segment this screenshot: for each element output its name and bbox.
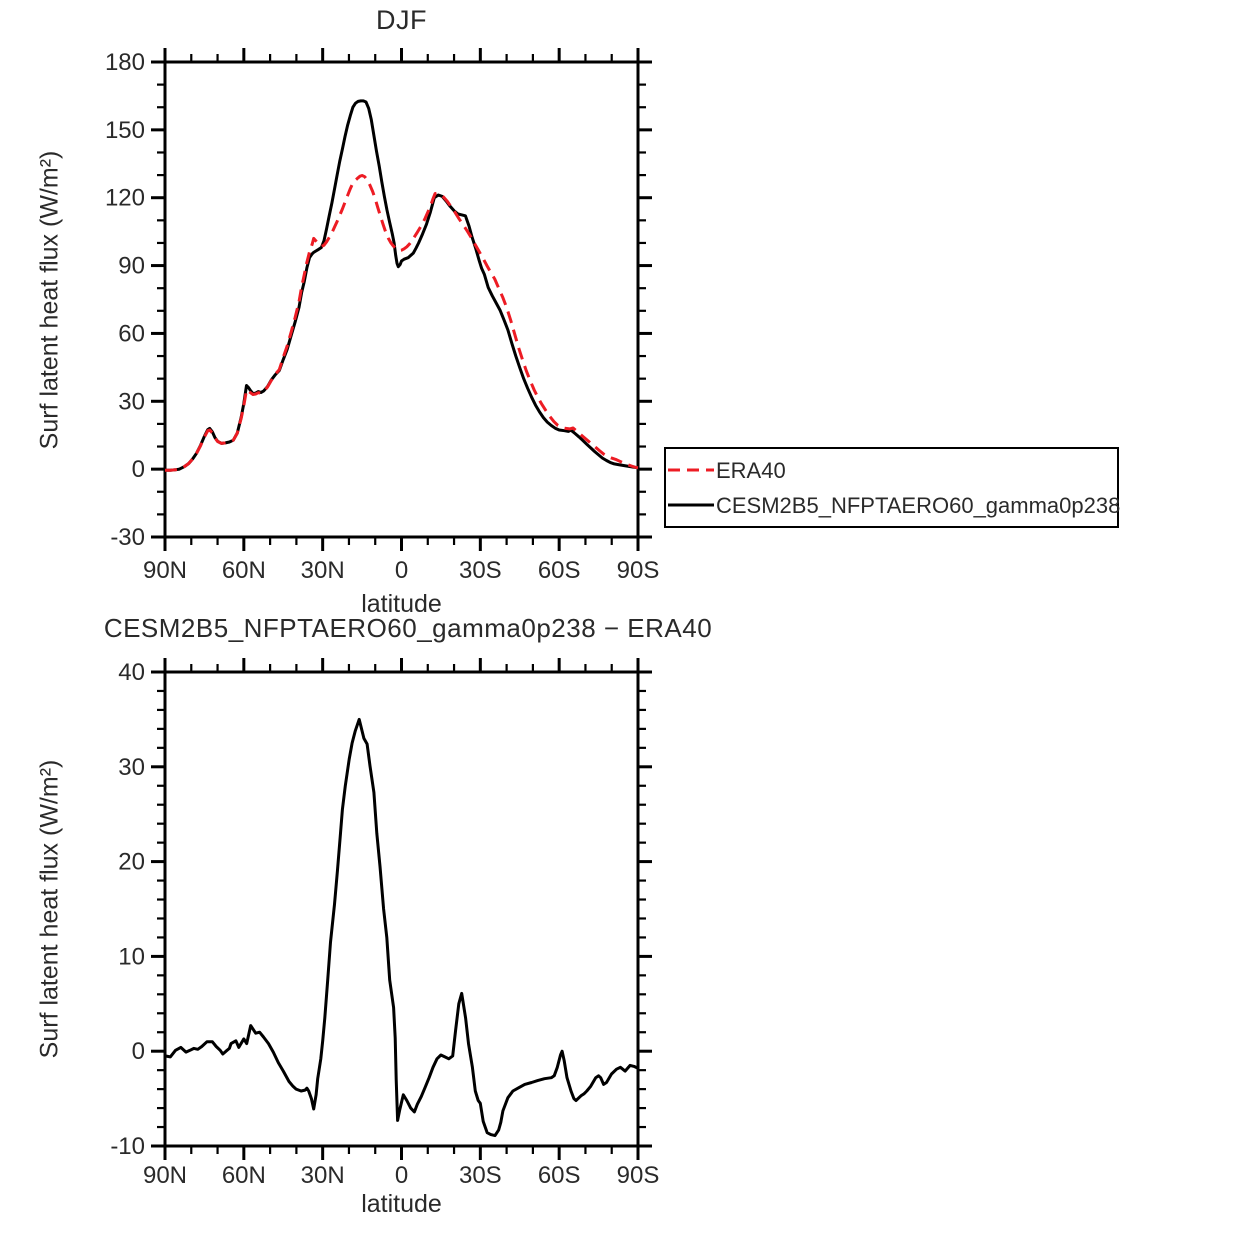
y-tick-label: -30 bbox=[110, 524, 145, 551]
bottom-chart-y-axis-label: Surf latent heat flux (W/m²) bbox=[35, 759, 64, 1059]
era40-line bbox=[165, 174, 639, 472]
legend-box bbox=[664, 447, 1119, 528]
y-tick-label: 0 bbox=[132, 1038, 145, 1065]
top-chart-x-axis-label: latitude bbox=[361, 590, 442, 618]
x-tick-label: 0 bbox=[395, 557, 408, 584]
legend-label-cesm: CESM2B5_NFPTAERO60_gamma0p238 bbox=[716, 493, 1120, 518]
y-tick-label: 150 bbox=[105, 117, 145, 144]
x-tick-label: 60S bbox=[538, 557, 581, 584]
bottom-chart-title: CESM2B5_NFPTAERO60_gamma0p238 − ERA40 bbox=[103, 613, 713, 643]
y-tick-label: 0 bbox=[132, 456, 145, 483]
y-tick-label: 60 bbox=[118, 320, 145, 347]
top-chart: 90N 60N 30N 0 30S 60S 90S -30 0 30 60 90 120 150 180 ER… bbox=[105, 48, 1120, 584]
y-tick-label: 20 bbox=[118, 849, 145, 876]
x-tick-label: 60N bbox=[222, 557, 266, 584]
cesm-line bbox=[165, 99, 639, 472]
y-tick-label: 90 bbox=[118, 253, 145, 280]
legend: ERA40 CESM2B5_NFPTAERO60_gamma0p238 bbox=[664, 447, 1120, 528]
legend-label-era40: ERA40 bbox=[716, 458, 786, 483]
x-tick-label: 0 bbox=[395, 1162, 408, 1189]
x-tick-label: 90N bbox=[143, 1162, 187, 1189]
y-tick-label: 40 bbox=[118, 659, 145, 686]
y-tick-label: -10 bbox=[110, 1133, 145, 1160]
x-tick-label: 30S bbox=[459, 557, 502, 584]
y-tick-label: 10 bbox=[118, 943, 145, 970]
top-chart-y-axis-label: Surf latent heat flux (W/m²) bbox=[35, 150, 64, 450]
plot-frame bbox=[163, 60, 640, 539]
x-tick-label: 90N bbox=[143, 557, 187, 584]
x-tick-label: 30N bbox=[301, 1162, 345, 1189]
y-tick-label: 30 bbox=[118, 388, 145, 415]
y-tick-label: 30 bbox=[118, 754, 145, 781]
x-tick-label: 60S bbox=[538, 1162, 581, 1189]
x-tick-label: 30S bbox=[459, 1162, 502, 1189]
x-tick-label: 90S bbox=[617, 1162, 660, 1189]
y-tick-label: 120 bbox=[105, 185, 145, 212]
bottom-chart: 90N 60N 30N 0 30S 60S 90S -10 0 10 20 30 40 bbox=[110, 658, 659, 1189]
difference-line bbox=[164, 717, 639, 1138]
x-tick-label: 30N bbox=[301, 557, 345, 584]
y-tick-label: 180 bbox=[105, 49, 145, 76]
x-tick-label: 90S bbox=[617, 557, 660, 584]
x-tick-label: 60N bbox=[222, 1162, 266, 1189]
bottom-chart-x-axis-label: latitude bbox=[361, 1190, 442, 1218]
top-chart-title: DJF bbox=[376, 5, 427, 35]
